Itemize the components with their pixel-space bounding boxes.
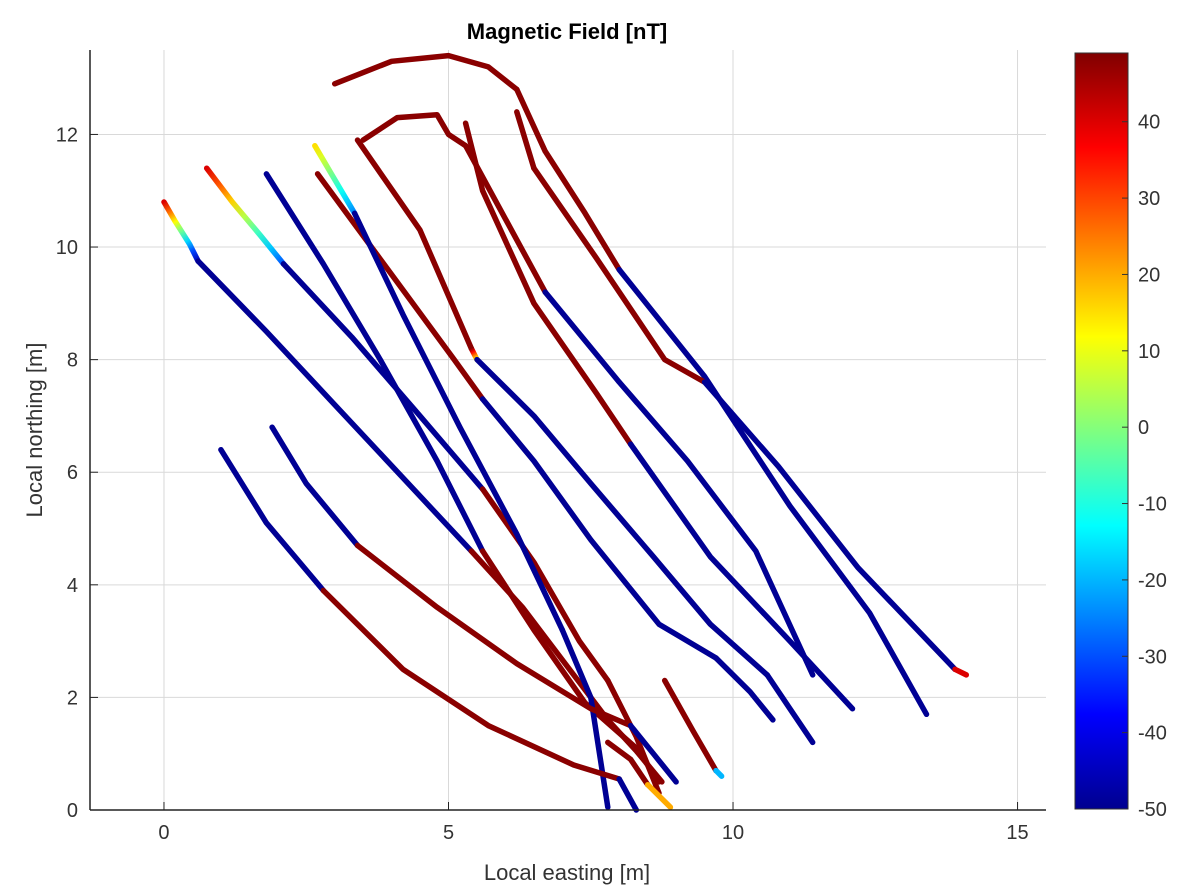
y-tick-label: 4: [67, 575, 78, 597]
track-segment: [627, 722, 679, 785]
colorbar-gradient: [1074, 52, 1129, 810]
track-segment: [661, 677, 719, 774]
colorbar: -50 -40 -30 -20 -10 0 10 20 30 40: [1074, 52, 1167, 821]
track-segment: [479, 486, 611, 684]
track-12: [269, 424, 679, 785]
track-segment: [195, 258, 475, 554]
y-axis-ticks: 0 2 4 6 8 10 12: [56, 124, 98, 822]
track-segment: [644, 781, 674, 810]
track-9: [331, 52, 930, 718]
track-segment: [701, 379, 958, 673]
track-segment: [203, 165, 287, 267]
x-tick-label: 15: [1006, 822, 1028, 844]
track-segment: [312, 142, 358, 217]
x-tick-label: 10: [722, 822, 744, 844]
track-segment: [514, 86, 622, 273]
chart-title: Magnetic Field [nT]: [467, 19, 667, 44]
track-segment: [354, 542, 634, 729]
data-tracks: [161, 52, 970, 813]
track-segment: [314, 171, 486, 402]
track-segment: [605, 739, 651, 788]
colorbar-tick-label: -20: [1138, 570, 1167, 592]
y-tick-label: 8: [67, 350, 78, 372]
track-14: [661, 677, 725, 779]
track-segment: [280, 261, 486, 492]
track-segment: [713, 655, 776, 723]
track-segment: [320, 587, 622, 782]
track-segment: [360, 111, 469, 149]
x-axis-label: Local easting [m]: [484, 860, 650, 885]
track-segment: [616, 266, 930, 718]
track-11: [218, 446, 640, 813]
track-segment: [161, 199, 201, 264]
x-tick-label: 5: [443, 822, 454, 844]
y-tick-label: 12: [56, 124, 78, 146]
colorbar-tick-label: 10: [1138, 341, 1160, 363]
colorbar-tick-label: 0: [1138, 417, 1149, 439]
track-segment: [616, 776, 640, 813]
x-tick-label: 0: [158, 822, 169, 844]
colorbar-tick-label: -10: [1138, 494, 1167, 516]
track-segment: [218, 446, 327, 594]
colorbar-tick-label: 40: [1138, 112, 1160, 134]
track-segment: [462, 120, 634, 447]
axes-frame: [89, 50, 1046, 811]
track-segment: [474, 356, 770, 678]
y-tick-label: 0: [67, 800, 78, 822]
track-segment: [514, 109, 537, 171]
track-segment: [713, 767, 725, 779]
track-segment: [542, 289, 816, 678]
y-tick-label: 6: [67, 462, 78, 484]
colorbar-tick-label: -40: [1138, 723, 1167, 745]
track-4: [314, 171, 776, 723]
colorbar-ticks: -50 -40 -30 -20 -10 0 10 20 30 40: [1122, 112, 1167, 821]
track-segment: [764, 672, 816, 746]
y-axis-label: Local northing [m]: [22, 343, 47, 518]
track-segment: [627, 441, 856, 712]
track-5: [312, 142, 611, 810]
y-tick-label: 10: [56, 237, 78, 259]
track-segment: [269, 424, 361, 549]
track-segment: [351, 210, 566, 633]
colorbar-tick-label: -30: [1138, 646, 1167, 668]
plot-area: 0 5 10 15 0 2 4 6 8 10 12: [56, 50, 1046, 844]
colorbar-tick-label: 30: [1138, 188, 1160, 210]
track-8: [462, 120, 856, 712]
track-segment: [479, 396, 719, 661]
track-segment: [952, 666, 970, 678]
y-tick-label: 2: [67, 687, 78, 709]
track-segment: [263, 171, 486, 554]
track-segment: [354, 137, 475, 352]
track-segment: [531, 165, 708, 385]
track-segment: [331, 52, 520, 93]
colorbar-tick-label: 20: [1138, 264, 1160, 286]
colorbar-tick-label: -50: [1138, 799, 1167, 821]
track-13: [605, 739, 674, 810]
track-6: [354, 137, 816, 746]
x-axis-ticks: 0 5 10 15: [158, 802, 1029, 844]
track-10: [514, 109, 970, 678]
track-segment: [559, 627, 611, 810]
